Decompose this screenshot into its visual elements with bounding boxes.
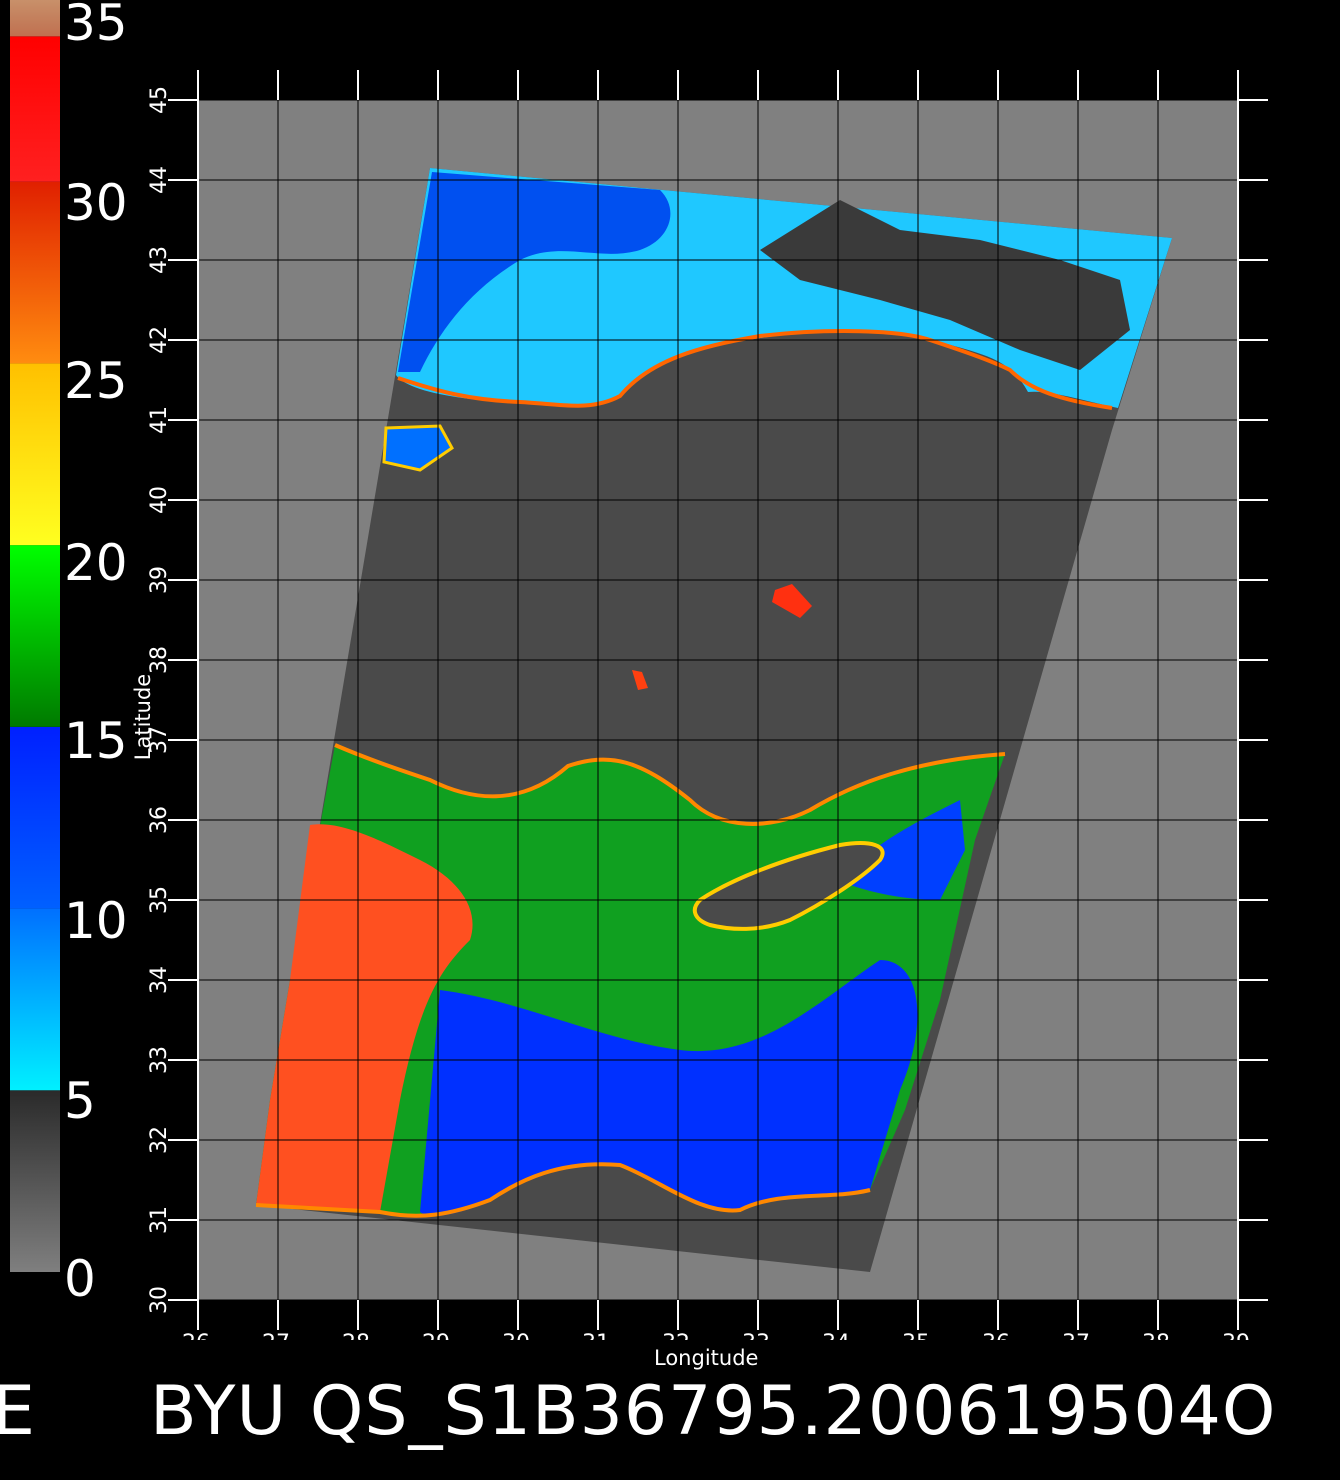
y-tick-label-39: 39 xyxy=(147,566,172,594)
colorbar-band-30-34 xyxy=(10,36,60,182)
y-tick-label-36: 36 xyxy=(147,806,172,834)
black-sea-dark-patches xyxy=(760,200,1130,370)
x-tick-labels: 26 27 28 29 30 31 32 33 34 35 36 37 38 39 xyxy=(182,1331,1250,1340)
colorbar-band-34-35 xyxy=(10,0,60,37)
y-tick-label-45: 45 xyxy=(147,86,172,114)
y-tick-label-35: 35 xyxy=(147,886,172,914)
colorbar-band-15-20 xyxy=(10,545,60,727)
y-tick-label-34: 34 xyxy=(147,966,172,994)
x-tick-label-36: 36 xyxy=(982,1331,1010,1340)
colorbar-band-0-5 xyxy=(10,1090,60,1272)
y-tick-label-41: 41 xyxy=(147,406,172,434)
y-tick-label-37: 37 xyxy=(147,726,172,754)
y-tick-label-32: 32 xyxy=(147,1126,172,1154)
lake-tuz xyxy=(772,584,812,618)
black-sea-blue xyxy=(398,172,671,372)
colorbar-band-25-30 xyxy=(10,181,60,364)
y-tick-label-43: 43 xyxy=(147,246,172,274)
x-tick-label-34: 34 xyxy=(822,1331,850,1340)
colorbar-label-25: 25 xyxy=(64,352,128,410)
x-tick-label-31: 31 xyxy=(582,1331,610,1340)
y-tick-label-42: 42 xyxy=(147,326,172,354)
colorbar-label-10: 10 xyxy=(64,892,128,950)
x-axis-title: Longitude xyxy=(654,1346,759,1370)
image-caption: BYU QS_S1B36795.200619504O xyxy=(150,1372,1277,1451)
y-tick-labels: 30 31 32 33 34 35 36 37 38 39 40 41 42 43 44 45 xyxy=(147,86,172,1314)
x-tick-label-30: 30 xyxy=(502,1331,530,1340)
caption-left-fragment: E xyxy=(0,1372,35,1451)
y-tick-label-30: 30 xyxy=(147,1286,172,1314)
x-tick-label-39: 39 xyxy=(1222,1331,1250,1340)
colorbar-band-10-15 xyxy=(10,726,60,909)
x-tick-label-35: 35 xyxy=(902,1331,930,1340)
med-coast-south xyxy=(255,1162,871,1218)
x-tick-label-27: 27 xyxy=(262,1331,290,1340)
y-tick-label-33: 33 xyxy=(147,1046,172,1074)
wind-map: 2627282930313233343536373839 30313233343… xyxy=(147,70,1268,1340)
x-tick-label-26: 26 xyxy=(182,1331,210,1340)
colorbar xyxy=(10,0,60,1272)
colorbar-gradient xyxy=(10,0,60,1272)
marmara xyxy=(382,424,454,472)
colorbar-label-35: 35 xyxy=(64,0,128,52)
colorbar-label-30: 30 xyxy=(64,174,128,232)
med-sea-blue-south xyxy=(420,960,918,1216)
x-tick-label-29: 29 xyxy=(422,1331,450,1340)
y-tick-label-44: 44 xyxy=(147,166,172,194)
y-axis-title: Latitude xyxy=(131,673,156,761)
x-tick-label-32: 32 xyxy=(662,1331,690,1340)
y-tick-label-40: 40 xyxy=(147,486,172,514)
y-tick-label-38: 38 xyxy=(147,646,172,674)
med-sea-red-west xyxy=(256,824,473,1212)
med-sea-blue-east xyxy=(850,800,965,900)
y-tick-label-31: 31 xyxy=(147,1206,172,1234)
med-coast-north xyxy=(334,743,1006,826)
small-lake xyxy=(632,670,648,690)
colorbar-label-20: 20 xyxy=(64,534,128,592)
colorbar-band-5-10 xyxy=(10,908,60,1091)
colorbar-label-0: 0 xyxy=(64,1250,96,1308)
colorbar-band-20-25 xyxy=(10,363,60,546)
black-sea-coast xyxy=(397,329,1113,410)
map-frame xyxy=(168,70,1268,1330)
x-tick-label-37: 37 xyxy=(1062,1331,1090,1340)
x-tick-label-38: 38 xyxy=(1142,1331,1170,1340)
cyprus xyxy=(692,841,885,931)
x-tick-label-33: 33 xyxy=(742,1331,770,1340)
x-tick-label-28: 28 xyxy=(342,1331,370,1340)
colorbar-label-15: 15 xyxy=(64,712,128,770)
colorbar-label-5: 5 xyxy=(64,1072,96,1130)
